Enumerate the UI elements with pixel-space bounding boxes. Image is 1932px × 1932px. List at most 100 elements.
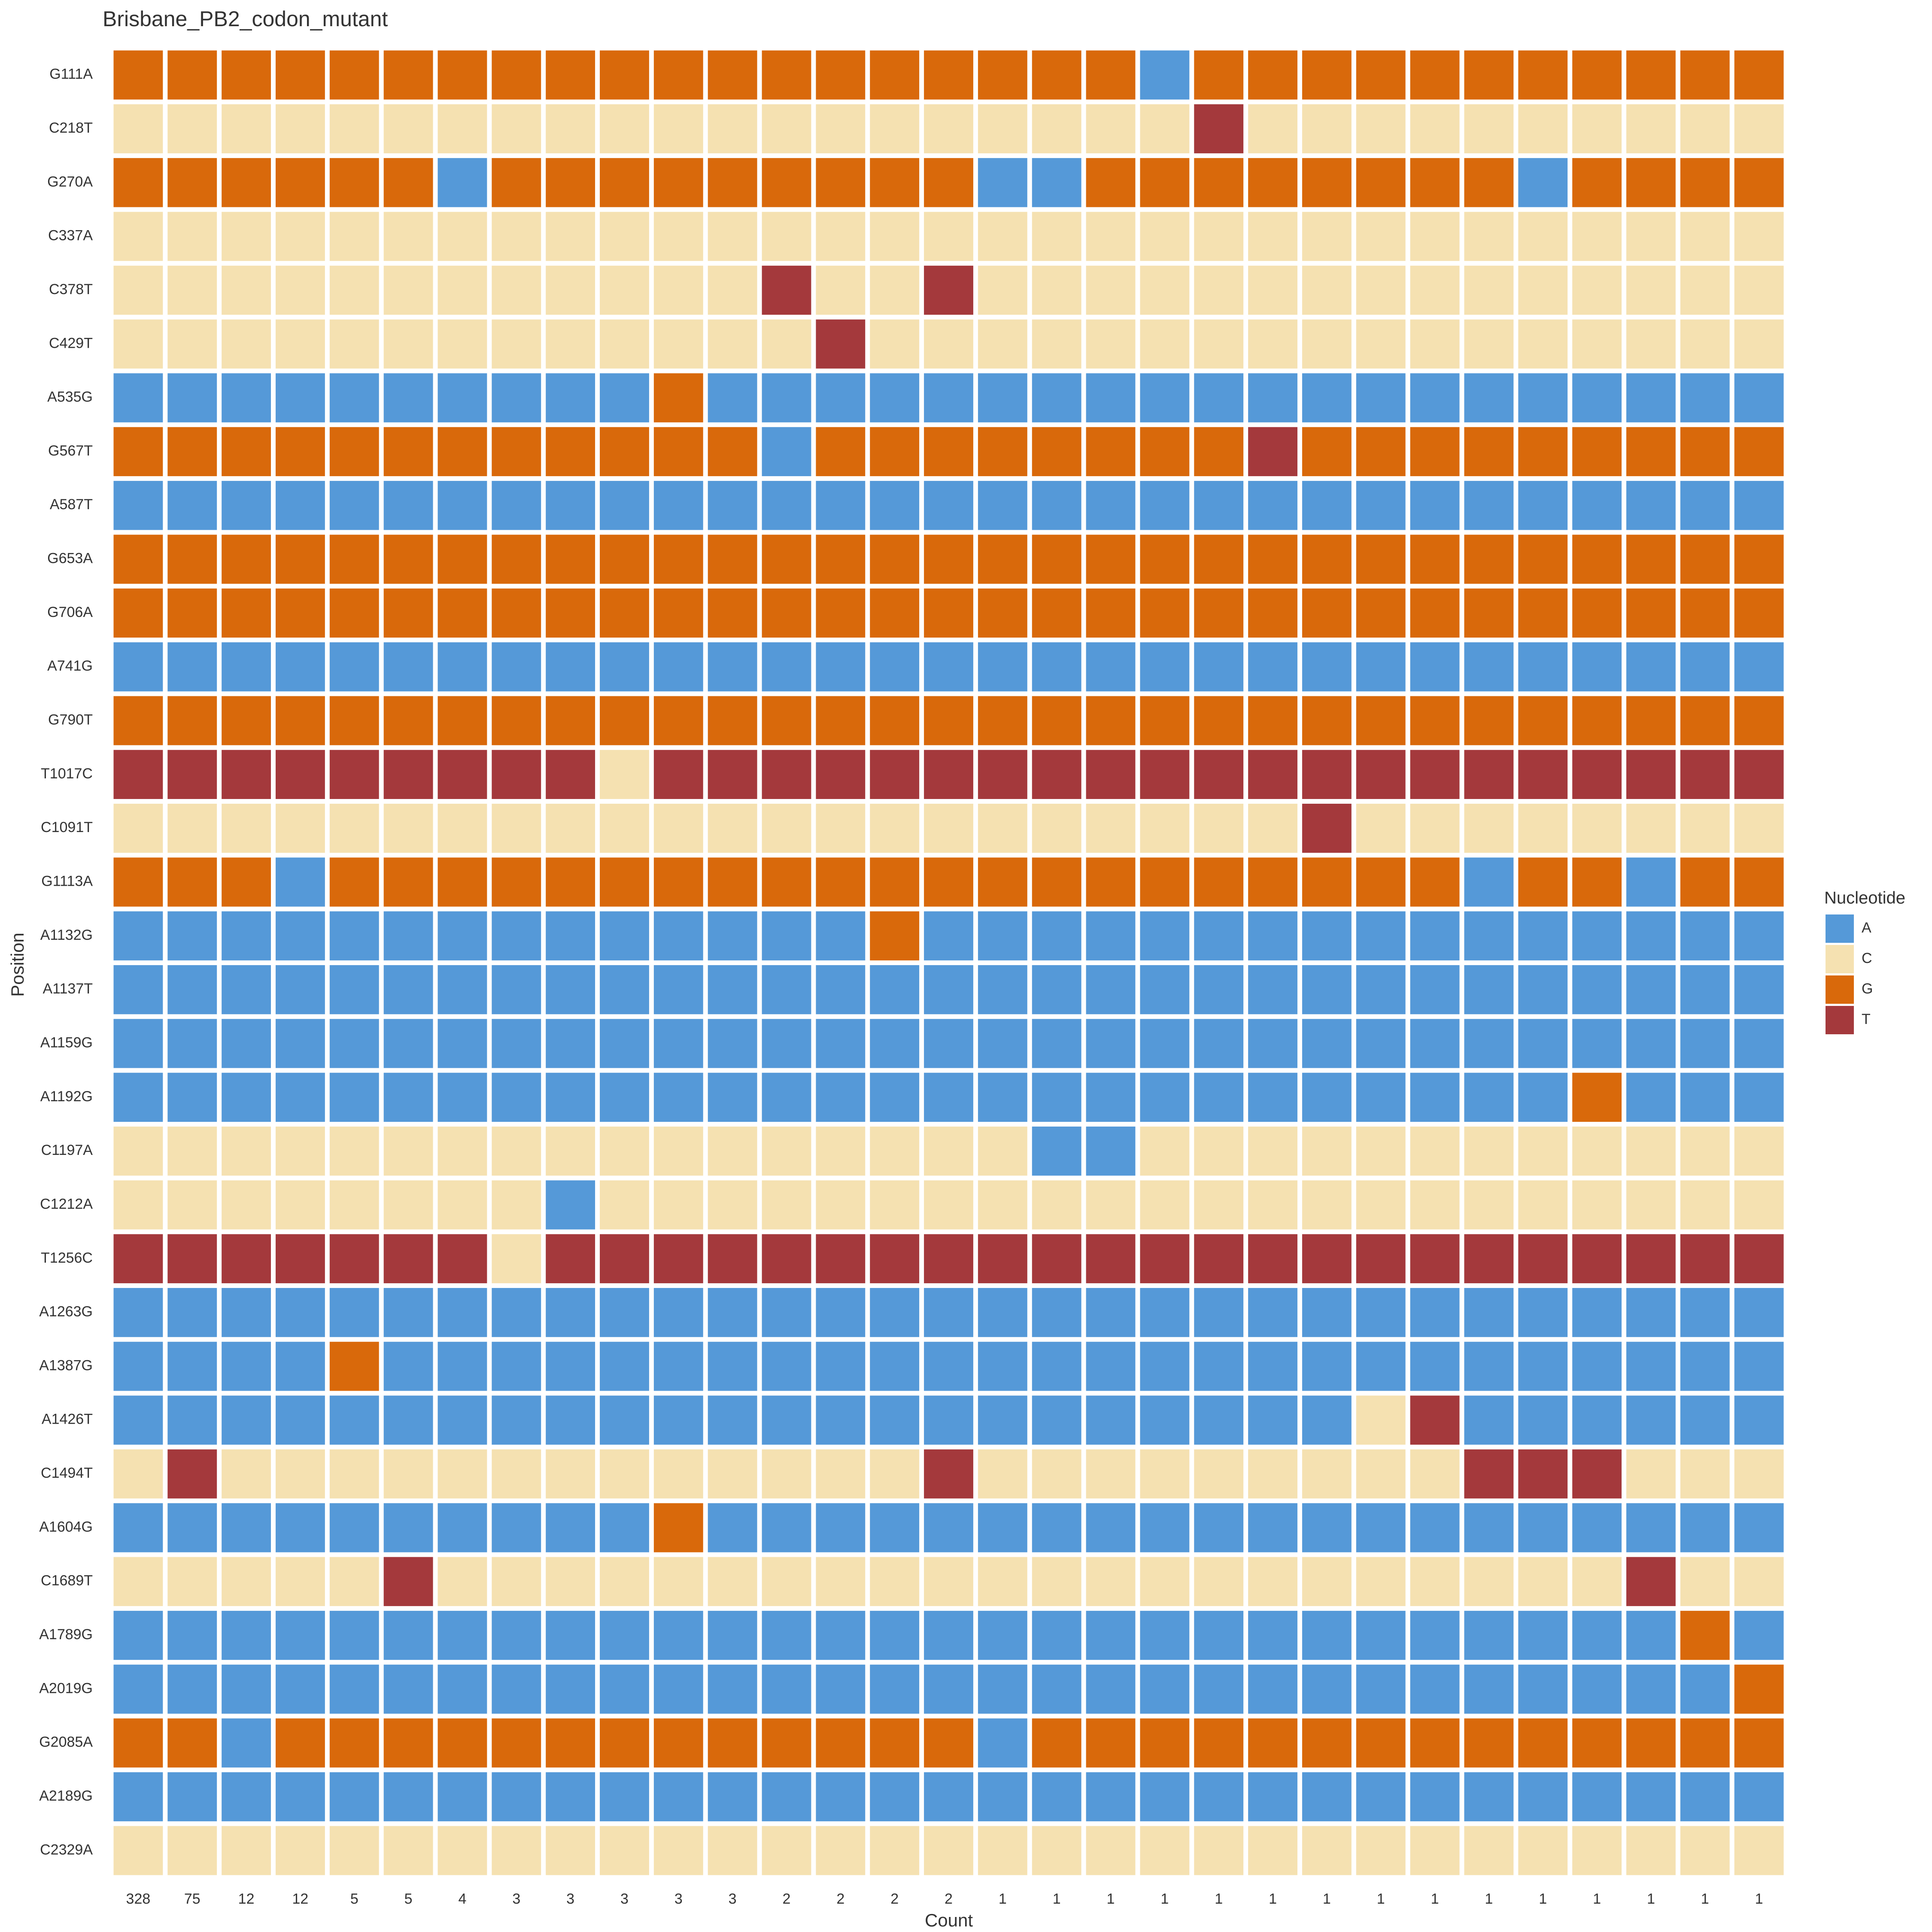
tile: [1140, 696, 1190, 745]
tile: [1734, 750, 1784, 799]
tile: [1518, 804, 1568, 853]
tile: [276, 642, 325, 692]
tile: [1572, 1449, 1622, 1499]
tile: [1626, 427, 1676, 477]
tile: [1680, 1288, 1730, 1337]
tile: [1626, 1342, 1676, 1391]
tile: [437, 158, 487, 207]
tile: [1734, 481, 1784, 530]
tile: [1248, 1503, 1297, 1552]
tile: [1518, 104, 1568, 154]
tile: [492, 857, 541, 907]
tile: [924, 1395, 973, 1445]
tile: [1086, 1610, 1136, 1660]
x-tick-label: 1: [1485, 1891, 1493, 1907]
tile: [1626, 212, 1676, 261]
tile: [1356, 1126, 1406, 1176]
tile: [329, 427, 379, 477]
tile: [1410, 373, 1460, 422]
tile: [329, 158, 379, 207]
tile: [329, 319, 379, 369]
tile: [546, 965, 595, 1015]
tile: [113, 1772, 163, 1822]
tile: [1086, 1395, 1136, 1445]
tile: [870, 265, 920, 315]
tile: [276, 804, 325, 853]
tile: [1680, 804, 1730, 853]
tile: [1518, 212, 1568, 261]
tile: [222, 158, 271, 207]
y-tick-label: G2085A: [39, 1734, 93, 1750]
tile: [924, 1826, 973, 1875]
tile: [1248, 750, 1297, 799]
tile: [816, 265, 866, 315]
tile: [1626, 696, 1676, 745]
tile: [1734, 1772, 1784, 1822]
tile: [600, 965, 649, 1015]
tile: [1248, 212, 1297, 261]
x-tick-label: 2: [945, 1891, 953, 1907]
tile: [1086, 1665, 1136, 1714]
tile: [870, 1019, 920, 1068]
tile: [222, 1342, 271, 1391]
tile: [1140, 104, 1190, 154]
tile: [1302, 1449, 1352, 1499]
tile: [924, 1772, 973, 1822]
tile: [1734, 965, 1784, 1015]
tile: [492, 1449, 541, 1499]
tile: [762, 1019, 811, 1068]
tile: [870, 319, 920, 369]
x-tick-label: 2: [836, 1891, 844, 1907]
tile: [1140, 427, 1190, 477]
tile: [1032, 1665, 1081, 1714]
tile: [870, 1826, 920, 1875]
tile: [924, 265, 973, 315]
tile: [1356, 427, 1406, 477]
tile: [383, 1288, 433, 1337]
y-tick-label: A1426T: [42, 1411, 93, 1428]
tile: [653, 1072, 703, 1122]
tile: [1464, 1234, 1514, 1283]
tile: [222, 1072, 271, 1122]
tile: [1248, 1288, 1297, 1337]
x-tick-label: 2: [783, 1891, 791, 1907]
tile: [1464, 965, 1514, 1015]
tile: [1572, 158, 1622, 207]
tile: [1356, 1610, 1406, 1660]
tile: [1518, 857, 1568, 907]
tile: [1626, 1665, 1676, 1714]
tile: [1626, 911, 1676, 960]
tile: [1140, 1718, 1190, 1768]
legend-key: [1826, 1006, 1854, 1034]
tile: [1572, 319, 1622, 369]
tile: [276, 1557, 325, 1606]
tile: [1302, 1234, 1352, 1283]
tile: [383, 804, 433, 853]
tile: [1302, 1718, 1352, 1768]
tile: [870, 535, 920, 584]
tile: [329, 1772, 379, 1822]
tile: [437, 50, 487, 100]
tile: [167, 642, 217, 692]
tile: [329, 696, 379, 745]
tile: [1572, 265, 1622, 315]
tile: [1572, 1288, 1622, 1337]
tile: [1464, 319, 1514, 369]
tile: [1032, 104, 1081, 154]
tile: [1626, 1234, 1676, 1283]
tile: [762, 1449, 811, 1499]
tile: [167, 319, 217, 369]
tile: [1194, 1072, 1244, 1122]
tile: [546, 319, 595, 369]
tile: [1032, 427, 1081, 477]
tile: [1302, 1072, 1352, 1122]
tile: [1140, 50, 1190, 100]
tile: [383, 1449, 433, 1499]
tile: [437, 427, 487, 477]
tile: [1248, 319, 1297, 369]
tile: [167, 1234, 217, 1283]
tile: [653, 642, 703, 692]
tile: [1086, 1503, 1136, 1552]
tile: [437, 857, 487, 907]
tile: [329, 1503, 379, 1552]
